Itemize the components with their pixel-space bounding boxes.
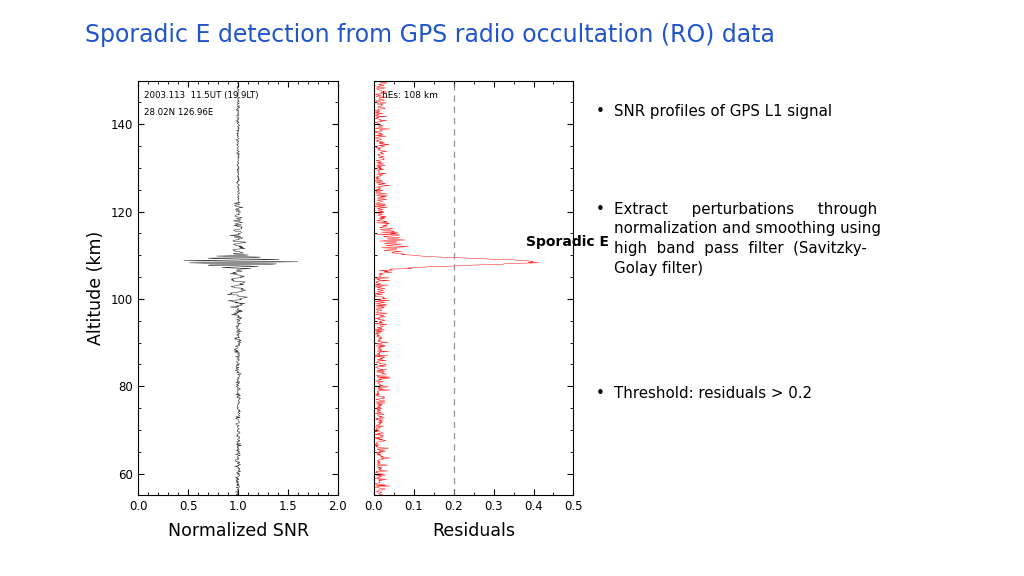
Y-axis label: Altitude (km): Altitude (km) [87,231,105,345]
Text: 28.02N 126.96E: 28.02N 126.96E [144,108,214,116]
Text: 2003.113  11.5UT (19.9LT): 2003.113 11.5UT (19.9LT) [144,91,259,100]
Text: SNR profiles of GPS L1 signal: SNR profiles of GPS L1 signal [614,104,833,119]
X-axis label: Normalized SNR: Normalized SNR [168,521,308,540]
Text: Threshold: residuals > 0.2: Threshold: residuals > 0.2 [614,386,812,401]
X-axis label: Residuals: Residuals [432,521,515,540]
Text: Sporadic E detection from GPS radio occultation (RO) data: Sporadic E detection from GPS radio occu… [85,23,775,47]
Text: •: • [596,386,605,401]
Text: hEs: 108 km: hEs: 108 km [382,91,437,100]
Text: Extract     perturbations     through
normalization and smoothing using
high  ba: Extract perturbations through normalizat… [614,202,882,276]
Text: •: • [596,104,605,119]
Text: Sporadic E: Sporadic E [525,235,608,249]
Text: •: • [596,202,605,217]
